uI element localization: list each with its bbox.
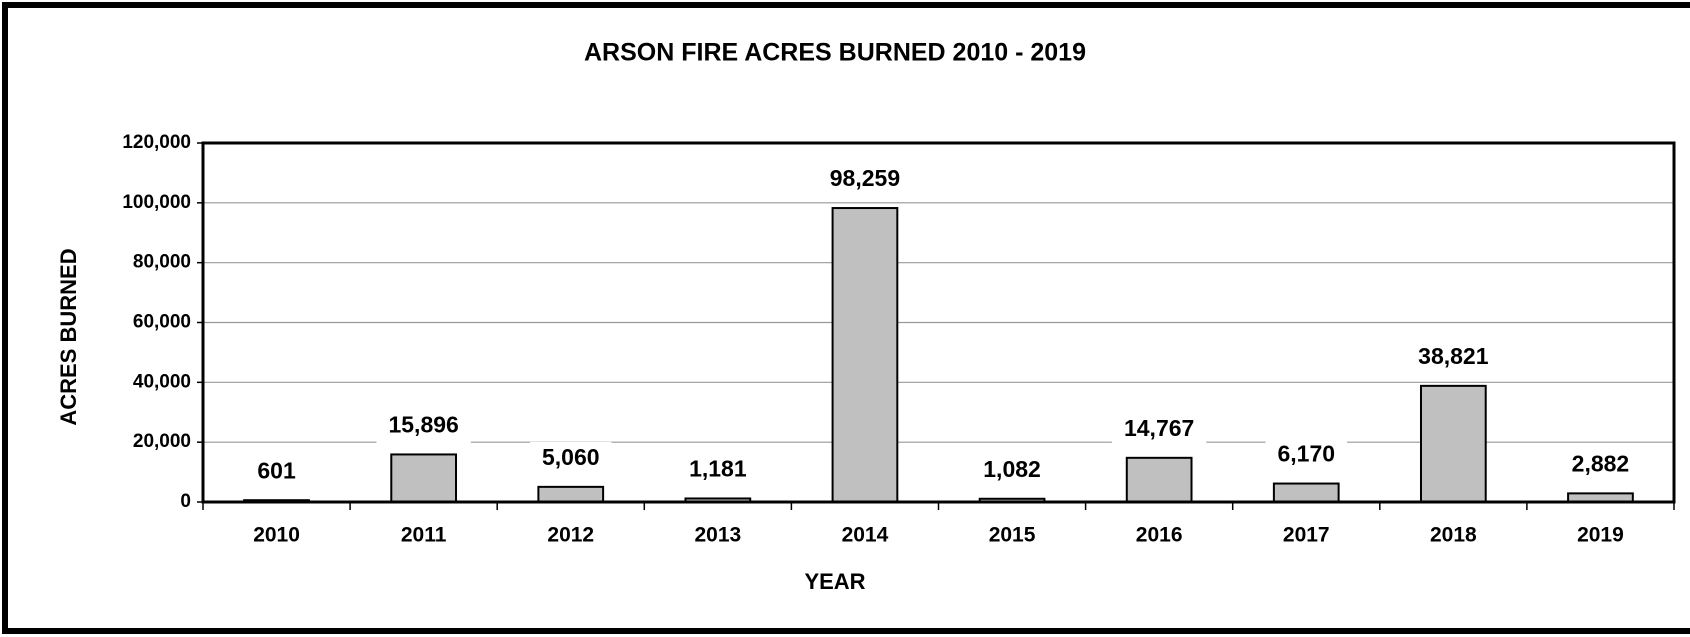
data-label: 38,821 bbox=[1418, 343, 1489, 369]
data-label-background bbox=[1406, 340, 1501, 375]
y-tick-label: 80,000 bbox=[133, 252, 191, 273]
bar bbox=[1419, 384, 1487, 503]
bar bbox=[831, 207, 899, 503]
data-label: 2,882 bbox=[1572, 450, 1630, 476]
x-tick-label: 2016 bbox=[1136, 524, 1183, 547]
bar bbox=[537, 485, 605, 503]
data-label: 15,896 bbox=[388, 412, 458, 438]
data-label: 98,259 bbox=[830, 165, 900, 191]
x-tick-label: 2013 bbox=[694, 524, 741, 547]
data-label-background bbox=[1265, 438, 1348, 473]
x-tick-label: 2017 bbox=[1283, 524, 1330, 547]
x-tick-label: 2012 bbox=[547, 524, 594, 547]
data-label: 601 bbox=[257, 457, 296, 483]
y-tick-label: 0 bbox=[180, 491, 191, 512]
y-tick-label: 100,000 bbox=[122, 192, 191, 213]
y-tick-label: 40,000 bbox=[133, 371, 191, 392]
data-label-background bbox=[677, 453, 759, 488]
x-tick-label: 2018 bbox=[1430, 524, 1477, 547]
bar bbox=[1125, 456, 1193, 503]
y-tick-label: 120,000 bbox=[122, 132, 191, 153]
y-tick-label: 20,000 bbox=[133, 431, 191, 452]
data-label: 6,170 bbox=[1277, 441, 1335, 467]
x-tick-label: 2019 bbox=[1577, 524, 1624, 547]
data-label: 1,181 bbox=[689, 456, 747, 482]
x-tick-label: 2014 bbox=[842, 524, 889, 547]
data-label-background bbox=[1559, 448, 1642, 483]
data-label-background bbox=[1111, 412, 1207, 447]
chart-title: ARSON FIRE ACRES BURNED 2010 - 2019 bbox=[584, 39, 1086, 67]
x-tick-label: 2015 bbox=[989, 524, 1036, 547]
data-label: 5,060 bbox=[542, 444, 600, 470]
data-label-background bbox=[817, 163, 913, 198]
data-label-background bbox=[245, 455, 308, 490]
x-tick-label: 2010 bbox=[253, 524, 300, 547]
data-label-background bbox=[971, 453, 1053, 488]
data-label-background bbox=[529, 441, 612, 476]
y-tick-label: 60,000 bbox=[133, 312, 191, 333]
bar bbox=[390, 453, 458, 503]
data-label: 1,082 bbox=[983, 456, 1041, 482]
data-label-background bbox=[376, 409, 471, 444]
x-tick-label: 2011 bbox=[401, 524, 447, 547]
data-label: 14,767 bbox=[1124, 415, 1194, 441]
x-axis-label: YEAR bbox=[804, 569, 865, 594]
y-axis-label: ACRES BURNED bbox=[56, 248, 81, 425]
bar bbox=[1272, 482, 1340, 503]
